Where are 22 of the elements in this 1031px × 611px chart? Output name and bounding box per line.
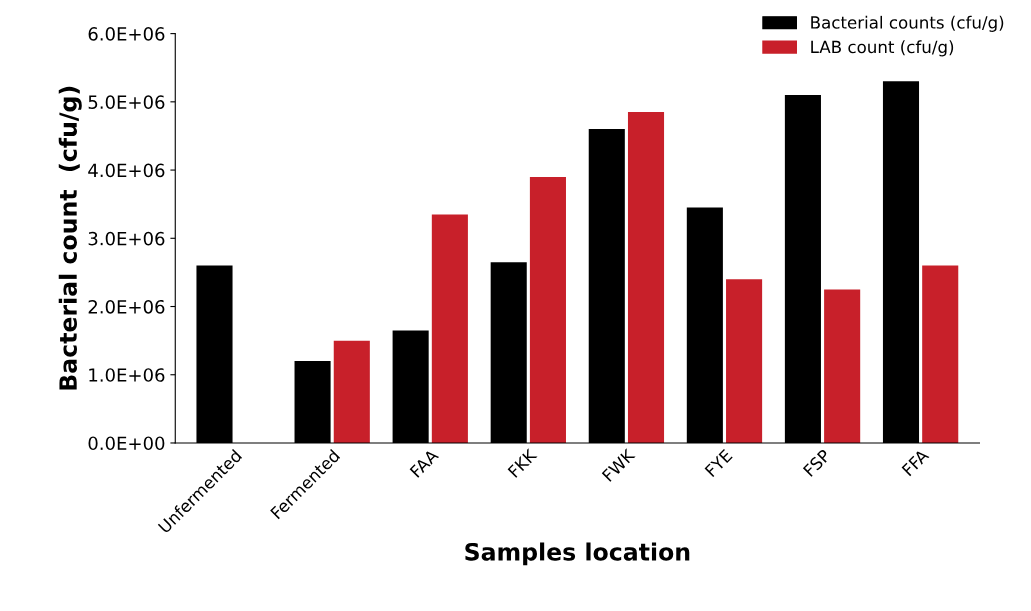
y-axis-title: Bacterial count (cfu/g) [58, 86, 82, 390]
bar [824, 289, 861, 443]
legend-label: LAB count (cfu/g) [811, 40, 954, 57]
bar [726, 279, 763, 443]
y-tick-label: 2.0E+06 [88, 299, 165, 314]
y-tick-label: 3.0E+06 [88, 231, 165, 246]
y-tick-label: 1.0E+06 [89, 368, 165, 382]
x-tick-label: FAA [409, 448, 440, 478]
x-tick-label: FFA [901, 448, 930, 477]
y-tick-label: 0.0E+00 [88, 436, 165, 451]
legend-label: Bacterial counts (cfu/g) [811, 15, 1004, 32]
y-tick-label: 5.0E+06 [88, 95, 165, 109]
bar [333, 340, 370, 443]
bar [529, 176, 566, 443]
bar [627, 112, 665, 443]
bar [922, 265, 959, 443]
x-axis-title: Samples location [465, 542, 690, 566]
bar [431, 214, 468, 443]
y-tick-label: 4.0E+06 [88, 163, 165, 178]
x-tick-label: FSP [802, 448, 832, 477]
y-tick-label: 6.0E+06 [88, 27, 165, 41]
x-tick-label: FYE [704, 448, 733, 478]
